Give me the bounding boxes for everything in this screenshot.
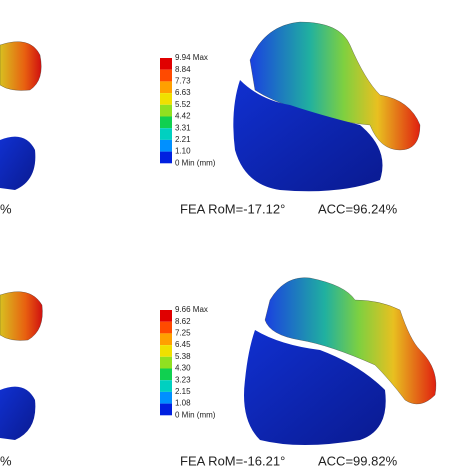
model-bottom-left: [0, 291, 43, 440]
legend-label: 5.38: [175, 352, 191, 361]
legend-label: 3.31: [175, 123, 191, 132]
legend-label: 6.63: [175, 88, 191, 97]
legend-label: 7.25: [175, 329, 191, 338]
caption-acc: ACC=99.82%: [318, 453, 398, 468]
model-bottom-right: [244, 277, 437, 445]
legend-label: 8.62: [175, 317, 191, 326]
legend-label: 3.23: [175, 375, 191, 384]
legend-swatch: [160, 104, 172, 117]
legend-label: 1.10: [175, 147, 191, 156]
legend-swatch: [160, 403, 172, 416]
caption-acc: ACC=96.24%: [318, 201, 398, 216]
legend-label: 0 Min (mm): [175, 158, 216, 167]
legend-label: 2.15: [175, 387, 191, 396]
legend-label: 2.21: [175, 135, 191, 144]
legend-label: 6.45: [175, 340, 191, 349]
model-top-left: [0, 41, 42, 190]
model-top-right: [233, 21, 421, 192]
legend-label: 8.84: [175, 65, 191, 74]
legend-label: 9.66 Max: [175, 305, 208, 314]
legend-label: 5.52: [175, 100, 191, 109]
legend-swatch: [160, 333, 172, 346]
legend-swatch: [160, 69, 172, 82]
legend-swatch: [160, 368, 172, 381]
legend-swatch: [160, 356, 172, 369]
caption-rom: FEA RoM=-17.12°: [180, 201, 285, 216]
legend-swatch: [160, 139, 172, 152]
legend-swatch: [160, 116, 172, 129]
legend-label: 7.73: [175, 77, 191, 86]
legend-swatch: [160, 321, 172, 334]
legend-label: 0 Min (mm): [175, 410, 216, 419]
left-caption: %: [0, 453, 12, 468]
left-caption: %: [0, 201, 12, 216]
legend-label: 4.30: [175, 364, 191, 373]
legend-label: 4.42: [175, 112, 191, 121]
legend-swatch: [160, 345, 172, 357]
legend-swatch: [160, 151, 172, 164]
legend-swatch: [160, 128, 172, 140]
legend-swatch: [160, 391, 172, 404]
legend-swatch: [160, 380, 172, 392]
caption-rom: FEA RoM=-16.21°: [180, 453, 285, 468]
legend-swatch: [160, 81, 172, 94]
legend-label: 9.94 Max: [175, 53, 208, 62]
legend-swatch: [160, 310, 172, 322]
legend-swatch: [160, 93, 172, 105]
legend-swatch: [160, 58, 172, 70]
legend-label: 1.08: [175, 399, 191, 408]
